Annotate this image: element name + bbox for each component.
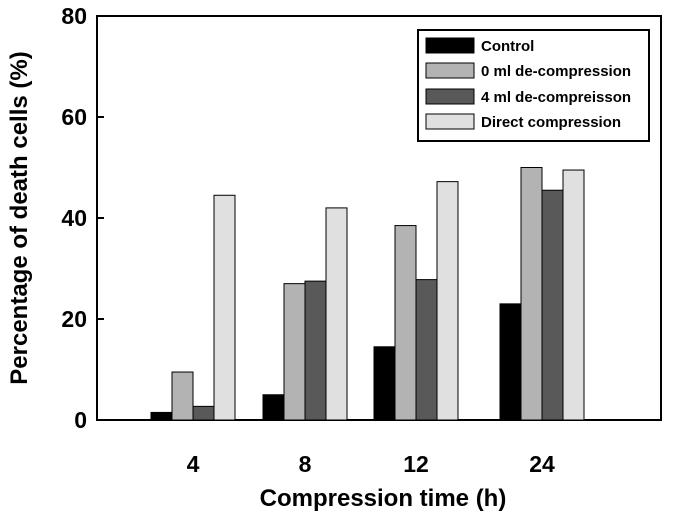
bar-3-4h xyxy=(192,405,215,421)
bar-4-4h xyxy=(213,194,236,421)
y-axis-title: Percentage of death cells (%) xyxy=(6,51,33,384)
bar-1-24h xyxy=(499,303,522,421)
legend-swatch xyxy=(425,62,475,79)
bar-3-12h xyxy=(415,279,438,421)
legend-swatch xyxy=(425,113,475,130)
bar-3-24h xyxy=(541,189,564,421)
legend-label: Direct compression xyxy=(481,114,621,131)
bar-2-4h xyxy=(171,371,194,421)
bar-1-8h xyxy=(262,394,285,421)
bar-4-24h xyxy=(562,169,585,421)
bar-2-24h xyxy=(520,167,543,421)
y-tick-label: 0 xyxy=(74,407,87,433)
x-tick-label: 4 xyxy=(187,451,200,477)
bar-1-12h xyxy=(373,346,396,421)
bar-2-8h xyxy=(283,283,306,421)
bar-3-8h xyxy=(304,280,327,421)
legend-label: 0 ml de-compression xyxy=(481,63,631,80)
bar-1-4h xyxy=(150,411,173,421)
legend-label: Control xyxy=(481,38,534,55)
y-tick-label: 60 xyxy=(61,104,87,130)
legend-swatch xyxy=(425,88,475,105)
y-tick-label: 40 xyxy=(61,205,87,231)
x-tick-label: 12 xyxy=(403,451,429,477)
x-axis-title: Compression time (h) xyxy=(260,485,507,512)
bar-4-12h xyxy=(436,181,459,421)
legend-swatch xyxy=(425,37,475,54)
y-tick-label: 20 xyxy=(61,306,87,332)
x-tick-label: 8 xyxy=(299,451,312,477)
y-tick-label: 80 xyxy=(61,3,87,29)
bar-2-12h xyxy=(394,225,417,421)
x-tick-label: 24 xyxy=(529,451,555,477)
bar-4-8h xyxy=(325,207,348,421)
legend-label: 4 ml de-compreisson xyxy=(481,89,631,106)
